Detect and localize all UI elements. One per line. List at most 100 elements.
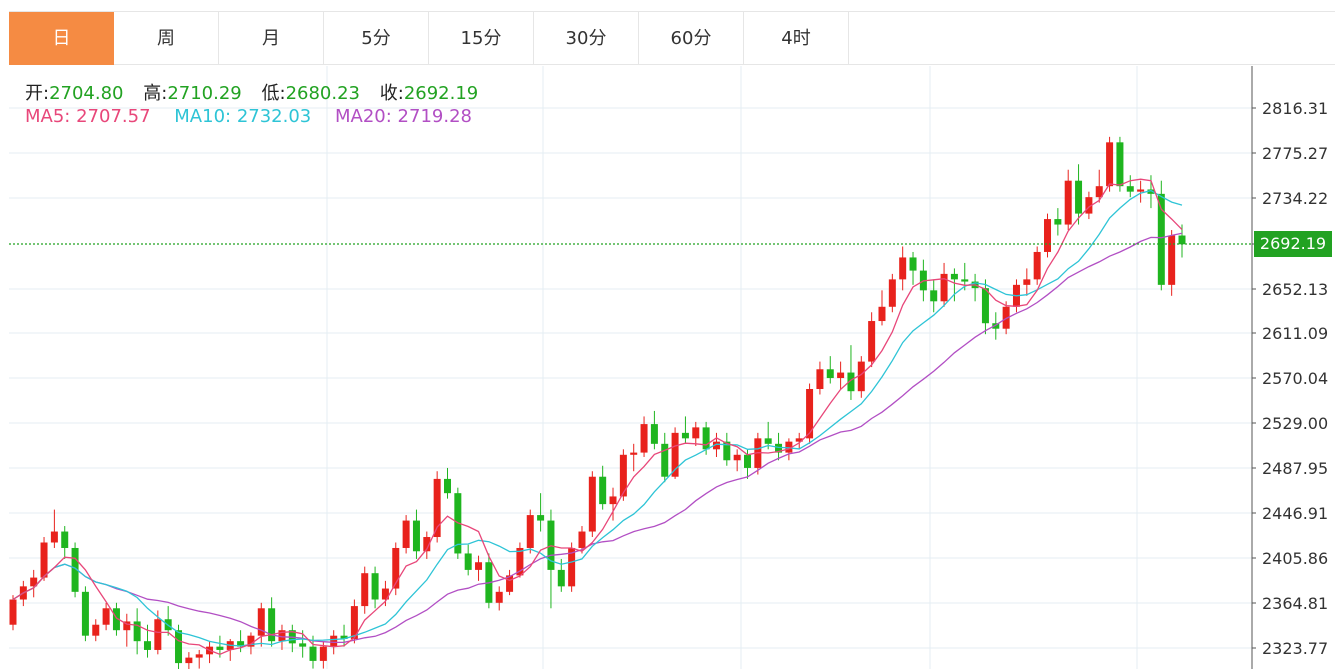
candle-body	[195, 654, 203, 658]
candle-body	[847, 372, 855, 392]
candle-body	[1178, 235, 1186, 245]
candle-body	[1126, 186, 1134, 192]
candle-body	[381, 588, 389, 600]
ma-info: MA5: 2707.57 MA10: 2732.03 MA20: 2719.28	[25, 106, 472, 127]
y-tick-label: 2570.04	[1262, 369, 1328, 388]
candle-body	[795, 438, 803, 442]
candle-body	[1106, 142, 1114, 187]
candle-body	[785, 441, 793, 453]
candle-body	[175, 630, 183, 664]
candle-body	[1033, 251, 1041, 280]
candle-body	[50, 531, 58, 543]
tab-0[interactable]: 日	[9, 12, 114, 65]
candle-body	[247, 635, 255, 647]
candle-body	[112, 608, 120, 631]
tab-6[interactable]: 60分	[639, 12, 744, 65]
ohlc-info: 开:2704.80 高:2710.29 低:2680.23 收:2692.19	[25, 79, 492, 105]
tab-1[interactable]: 周	[114, 12, 219, 65]
candle-body	[71, 547, 79, 592]
candle-body	[1064, 180, 1072, 225]
ma10-value: 2732.03	[236, 106, 312, 127]
candle-body	[433, 478, 441, 538]
candle-body	[92, 624, 100, 636]
candle-body	[319, 646, 327, 661]
candle-body	[557, 569, 565, 587]
candle-body	[506, 575, 514, 592]
y-tick-label: 2364.81	[1262, 594, 1328, 613]
candle-body	[102, 608, 110, 625]
y-tick-label: 2529.00	[1262, 414, 1328, 433]
candle-body	[568, 547, 576, 587]
candle-body	[775, 443, 783, 453]
candle-body	[278, 630, 286, 642]
candle-body	[237, 641, 245, 647]
candle-body	[671, 432, 679, 477]
candle-body	[1085, 197, 1093, 214]
candle-body	[640, 424, 648, 453]
candle-body	[692, 427, 700, 439]
ma20-label: MA20:	[335, 106, 392, 127]
candle-body	[81, 591, 89, 636]
candle-body	[1075, 180, 1083, 214]
candle-body	[1116, 142, 1124, 187]
tab-2[interactable]: 月	[219, 12, 324, 65]
ma10-label: MA10:	[174, 106, 232, 127]
candle-body	[1157, 193, 1165, 285]
candle-body	[816, 369, 824, 390]
candle-body	[826, 369, 834, 379]
candle-body	[423, 537, 431, 552]
candle-body	[681, 432, 689, 439]
candle-body	[1002, 306, 1010, 329]
candle-body	[961, 279, 969, 282]
candle-body	[619, 454, 627, 497]
candle-body	[495, 591, 503, 603]
y-tick-label: 2775.27	[1262, 144, 1328, 163]
candle-body	[599, 476, 607, 505]
candle-body	[154, 619, 162, 650]
candle-body	[268, 608, 276, 642]
y-tick-label: 2446.91	[1262, 504, 1328, 523]
candle-body	[981, 288, 989, 324]
candle-body	[930, 290, 938, 302]
candle-body	[537, 515, 545, 521]
candle-body	[857, 361, 865, 392]
candle-body	[257, 608, 265, 636]
candle-body	[350, 606, 358, 639]
candle-body	[516, 547, 524, 576]
candle-body	[1023, 279, 1031, 285]
tab-3[interactable]: 5分	[324, 12, 429, 65]
candle-body	[412, 520, 420, 552]
candle-body	[1095, 186, 1103, 198]
candle-body	[950, 273, 958, 280]
candle-body	[309, 646, 317, 661]
candle-body	[723, 441, 731, 461]
candle-body	[143, 641, 151, 650]
candle-body	[940, 273, 948, 302]
candle-body	[299, 643, 307, 647]
ma20-line	[12, 232, 1183, 644]
candle-body	[1054, 219, 1062, 225]
candle-body	[443, 478, 451, 494]
tab-5[interactable]: 30分	[534, 12, 639, 65]
candle-body	[630, 452, 638, 455]
ma5-line	[12, 178, 1183, 656]
candle-body	[609, 496, 617, 505]
y-tick-label: 2816.31	[1262, 99, 1328, 118]
candle-body	[661, 443, 669, 477]
candle-body	[340, 635, 348, 639]
candle-body	[764, 438, 772, 444]
y-tick-label: 2611.09	[1262, 324, 1328, 343]
candle-body	[744, 454, 752, 468]
candle-body	[464, 553, 472, 570]
low-label: 低:	[261, 83, 286, 104]
tab-7[interactable]: 4时	[744, 12, 849, 65]
candle-body	[402, 520, 410, 548]
candle-body	[133, 621, 141, 642]
candle-body	[371, 573, 379, 600]
tab-4[interactable]: 15分	[429, 12, 534, 65]
candle-body	[733, 454, 741, 461]
candle-body	[650, 424, 658, 444]
candle-body	[1168, 235, 1176, 285]
candle-body	[837, 372, 845, 379]
